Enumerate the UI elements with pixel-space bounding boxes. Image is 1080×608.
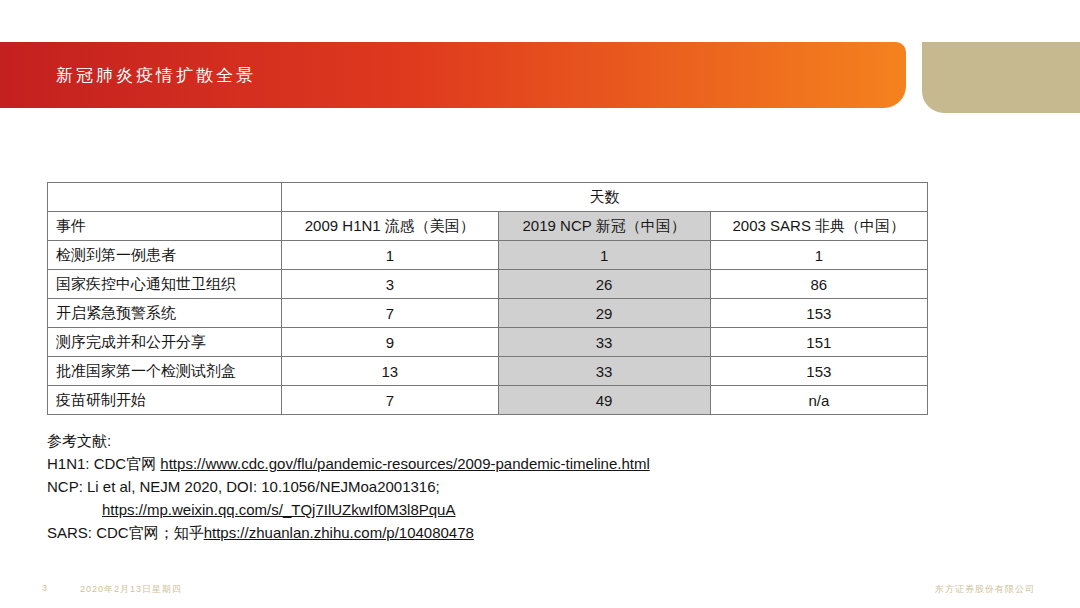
slide-footer: 3 2020年2月13日星期四 东方证券股份有限公司 bbox=[0, 583, 1080, 595]
ncp-cell: 33 bbox=[498, 328, 710, 357]
event-cell: 批准国家第一个检测试剂盒 bbox=[48, 357, 282, 386]
reference-h1n1-link[interactable]: https://www.cdc.gov/flu/pandemic-resourc… bbox=[160, 455, 649, 472]
days-header-cell: 天数 bbox=[282, 183, 928, 212]
event-cell: 测序完成并和公开分享 bbox=[48, 328, 282, 357]
page-number: 3 bbox=[42, 583, 48, 593]
h1n1-cell: 3 bbox=[282, 270, 498, 299]
h1n1-cell: 7 bbox=[282, 299, 498, 328]
epidemic-comparison-table: 天数 事件 2009 H1N1 流感（美国） 2019 NCP 新冠（中国） 2… bbox=[47, 182, 928, 415]
page-title: 新冠肺炎疫情扩散全景 bbox=[56, 64, 256, 87]
slide: 新冠肺炎疫情扩散全景 天数 事件 2009 H1N1 流感（美国） 2019 N… bbox=[0, 0, 1080, 608]
reference-sars: SARS: CDC官网；知乎https://zhuanlan.zhihu.com… bbox=[47, 521, 650, 544]
table-row: 疫苗研制开始 7 49 n/a bbox=[48, 386, 928, 415]
h1n1-cell: 7 bbox=[282, 386, 498, 415]
ncp-cell: 29 bbox=[498, 299, 710, 328]
references-section: 参考文献: H1N1: CDC官网 https://www.cdc.gov/fl… bbox=[47, 429, 650, 544]
footer-date: 2020年2月13日星期四 bbox=[80, 583, 182, 596]
sars-cell: n/a bbox=[710, 386, 927, 415]
reference-ncp-link-line: https://mp.weixin.qq.com/s/_TQj7IlUZkwIf… bbox=[47, 498, 650, 521]
table-header-row: 事件 2009 H1N1 流感（美国） 2019 NCP 新冠（中国） 2003… bbox=[48, 212, 928, 241]
reference-sars-link[interactable]: https://zhuanlan.zhihu.com/p/104080478 bbox=[204, 524, 474, 541]
table-row: 检测到第一例患者 1 1 1 bbox=[48, 241, 928, 270]
h1n1-cell: 1 bbox=[282, 241, 498, 270]
h1n1-cell: 13 bbox=[282, 357, 498, 386]
event-cell: 国家疾控中心通知世卫组织 bbox=[48, 270, 282, 299]
column-header-sars: 2003 SARS 非典（中国） bbox=[710, 212, 927, 241]
sars-cell: 1 bbox=[710, 241, 927, 270]
sars-cell: 153 bbox=[710, 299, 927, 328]
table-row-days-header: 天数 bbox=[48, 183, 928, 212]
reference-ncp: NCP: Li et al, NEJM 2020, DOI: 10.1056/N… bbox=[47, 475, 650, 498]
sars-cell: 86 bbox=[710, 270, 927, 299]
references-heading: 参考文献: bbox=[47, 429, 650, 452]
reference-h1n1: H1N1: CDC官网 https://www.cdc.gov/flu/pand… bbox=[47, 452, 650, 475]
event-cell: 检测到第一例患者 bbox=[48, 241, 282, 270]
reference-h1n1-prefix: H1N1: CDC官网 bbox=[47, 455, 160, 472]
table-row: 开启紧急预警系统 7 29 153 bbox=[48, 299, 928, 328]
event-cell: 疫苗研制开始 bbox=[48, 386, 282, 415]
column-header-event: 事件 bbox=[48, 212, 282, 241]
column-header-h1n1: 2009 H1N1 流感（美国） bbox=[282, 212, 498, 241]
table-row: 批准国家第一个检测试剂盒 13 33 153 bbox=[48, 357, 928, 386]
ncp-cell: 1 bbox=[498, 241, 710, 270]
ncp-cell: 49 bbox=[498, 386, 710, 415]
sars-cell: 151 bbox=[710, 328, 927, 357]
reference-sars-prefix: SARS: CDC官网；知乎 bbox=[47, 524, 204, 541]
header-accent-block bbox=[922, 42, 1080, 113]
empty-corner-cell bbox=[48, 183, 282, 212]
ncp-cell: 26 bbox=[498, 270, 710, 299]
footer-company-name: 东方证券股份有限公司 bbox=[935, 583, 1035, 596]
ncp-cell: 33 bbox=[498, 357, 710, 386]
event-cell: 开启紧急预警系统 bbox=[48, 299, 282, 328]
table-row: 国家疾控中心通知世卫组织 3 26 86 bbox=[48, 270, 928, 299]
sars-cell: 153 bbox=[710, 357, 927, 386]
table-row: 测序完成并和公开分享 9 33 151 bbox=[48, 328, 928, 357]
column-header-ncp: 2019 NCP 新冠（中国） bbox=[498, 212, 710, 241]
reference-ncp-link[interactable]: https://mp.weixin.qq.com/s/_TQj7IlUZkwIf… bbox=[102, 501, 455, 518]
h1n1-cell: 9 bbox=[282, 328, 498, 357]
title-bar: 新冠肺炎疫情扩散全景 bbox=[0, 42, 906, 108]
